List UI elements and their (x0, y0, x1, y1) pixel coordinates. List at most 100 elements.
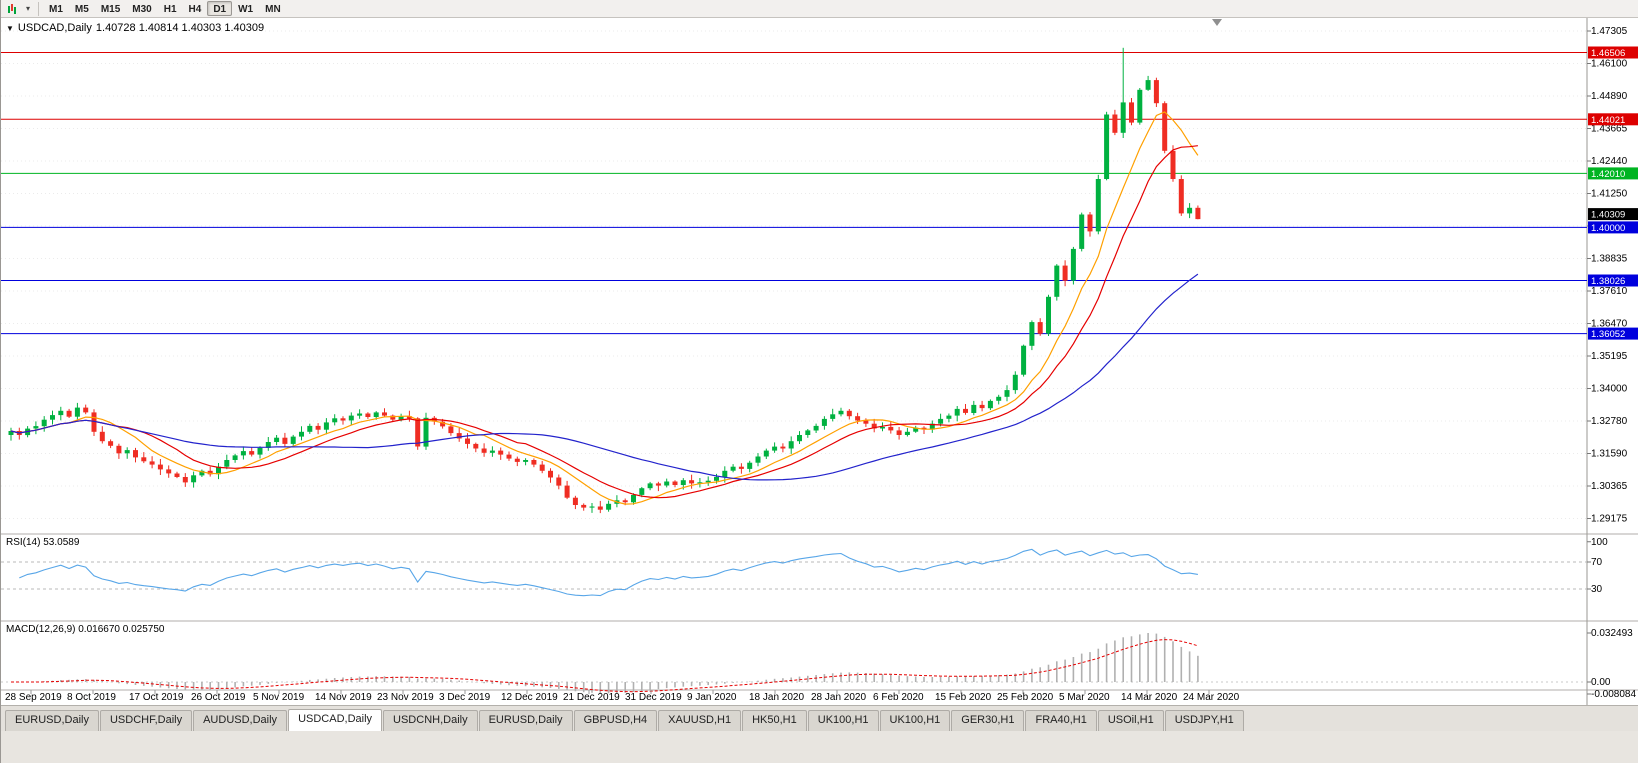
timeframe-button-m1[interactable]: M1 (49, 4, 63, 15)
date-axis-label: 3 Dec 2019 (439, 692, 491, 703)
price-axis-label: 1.34000 (1591, 384, 1628, 395)
chart-tab-uk100-h1[interactable]: UK100,H1 (807, 710, 879, 731)
current-price-flag-label: 1.40309 (1591, 210, 1625, 221)
date-axis-label: 23 Nov 2019 (377, 692, 434, 703)
candle-body (655, 483, 661, 486)
candle-body (398, 416, 404, 420)
candle-body (124, 450, 130, 454)
level-price-flag-label: 1.46506 (1591, 48, 1625, 59)
candle-body (523, 460, 529, 462)
timeframe-button-mn[interactable]: MN (265, 4, 281, 15)
candle-body (199, 470, 205, 476)
candle-body (1004, 390, 1010, 397)
candle-body (290, 436, 296, 444)
timeframe-button-m30[interactable]: M30 (132, 4, 152, 15)
chart-tab-eurusd-daily[interactable]: EURUSD,Daily (478, 710, 573, 731)
date-axis-label: 28 Jan 2020 (811, 692, 866, 703)
candle-body (680, 480, 686, 485)
chart-tab-eurusd-daily[interactable]: EURUSD,Daily (5, 710, 99, 731)
candle-body (821, 418, 827, 426)
date-axis-label: 15 Feb 2020 (935, 692, 992, 703)
ma-mid-line[interactable] (10, 145, 1198, 499)
chart-tab-ger30-h1[interactable]: GER30,H1 (951, 710, 1025, 731)
level-price-flag[interactable] (1588, 274, 1638, 287)
candle-body (157, 464, 163, 470)
chart-tab-usoil-h1[interactable]: USOil,H1 (1097, 710, 1164, 731)
level-price-flag-label: 1.38026 (1591, 276, 1625, 287)
price-chart-canvas[interactable]: 100 70 30 0.032493 0.00-0.008084 1.47305 1.461… (1, 18, 1638, 705)
candle-body (929, 423, 935, 430)
candle-body (622, 500, 628, 503)
level-price-flag[interactable] (1588, 113, 1638, 126)
timeframe-button-h1[interactable]: H1 (163, 4, 177, 15)
rsi-indicator-label: RSI(14) 53.0589 (6, 537, 80, 548)
candle-body (99, 431, 105, 442)
candle-body (904, 431, 910, 435)
chart-tab-xauusd-h1[interactable]: XAUUSD,H1 (658, 710, 742, 731)
candle-body (697, 482, 703, 484)
candle-body (1062, 265, 1068, 281)
candle-body (846, 410, 852, 417)
candle-body (1054, 265, 1060, 297)
chart-tab-gbpusd-h4[interactable]: GBPUSD,H4 (573, 710, 658, 731)
current-price-flag (1588, 208, 1638, 221)
date-axis-label: 5 Nov 2019 (253, 692, 305, 703)
candle-body (216, 466, 221, 475)
candle-body (1104, 114, 1110, 179)
candle-body (896, 430, 902, 435)
date-axis-label: 17 Oct 2019 (129, 692, 184, 703)
chart-tab-audusd-daily[interactable]: AUDUSD,Daily (193, 710, 288, 731)
candle-body (149, 461, 155, 465)
chart-tab-usdcnh-daily[interactable]: USDCNH,Daily (383, 710, 478, 731)
dropdown-caret-icon[interactable]: ▾ (25, 3, 30, 13)
timeframe-button-m5[interactable]: M5 (74, 4, 89, 15)
chart-periods-icon[interactable] (4, 1, 20, 17)
level-price-flag[interactable] (1588, 167, 1638, 180)
candle-body (224, 460, 230, 467)
timeframe-button-h4[interactable]: H4 (188, 4, 202, 15)
candle-body (406, 416, 412, 419)
chart-shift-marker-icon[interactable] (1212, 19, 1222, 26)
candle-body (855, 416, 861, 421)
price-axis-label: 1.30365 (1591, 481, 1628, 492)
level-price-flag[interactable] (1588, 221, 1638, 234)
candle-body (1095, 179, 1101, 232)
candle-body (415, 418, 421, 447)
timeframe-button-w1[interactable]: W1 (238, 4, 254, 15)
timeframe-button-m15[interactable]: M15 (100, 4, 121, 15)
macd-signal-line (11, 639, 1199, 693)
candle-body (672, 481, 678, 485)
candle-body (1162, 103, 1168, 151)
timeframe-button-d1[interactable]: D1 (207, 1, 233, 16)
timeframe-toolbar: ▾ M1 M5 M15 M30 H1 H4 D1 W1 MN (1, 0, 1638, 18)
candle-body (863, 420, 869, 424)
price-axis-label: 1.32780 (1591, 416, 1628, 427)
date-axis-label: 5 Mar 2020 (1059, 692, 1110, 703)
candle-body (166, 469, 172, 474)
chart-tab-usdjpy-h1[interactable]: USDJPY,H1 (1164, 710, 1244, 731)
chart-area: 100 70 30 0.032493 0.00 -0.008084 1.47305 1.461… (1, 18, 1638, 705)
chart-menu-icon[interactable]: ▼ (6, 23, 14, 33)
chart-symbol-label: USDCAD,Daily (17, 22, 92, 34)
candle-body (108, 441, 114, 446)
candle-body (564, 485, 570, 498)
candle-body (1145, 80, 1151, 90)
candle-body (813, 425, 819, 431)
candle-body (755, 456, 761, 463)
chart-tab-hk50-h1[interactable]: HK50,H1 (742, 710, 807, 731)
chart-tab-usdchf-daily[interactable]: USDCHF,Daily (99, 710, 193, 731)
macd-indicator-label: MACD(12,26,9) 0.016670 0.025750 (6, 624, 165, 635)
level-price-flag[interactable] (1588, 46, 1638, 59)
candle-body (1195, 207, 1201, 220)
ma-fast-line[interactable] (10, 111, 1199, 505)
candle-body (705, 480, 711, 483)
date-axis-label: 14 Nov 2019 (315, 692, 372, 703)
ma-slow-line[interactable] (10, 273, 1199, 481)
chart-tab-uk100-h1[interactable]: UK100,H1 (879, 710, 951, 731)
chart-tab-fra40-h1[interactable]: FRA40,H1 (1025, 710, 1097, 731)
candle-body (191, 475, 197, 483)
level-price-flag[interactable] (1588, 327, 1638, 340)
date-axis-label: 9 Jan 2020 (687, 692, 737, 703)
chart-tab-usdcad-daily[interactable]: USDCAD,Daily (288, 709, 383, 731)
date-axis-label: 14 Mar 2020 (1121, 692, 1178, 703)
